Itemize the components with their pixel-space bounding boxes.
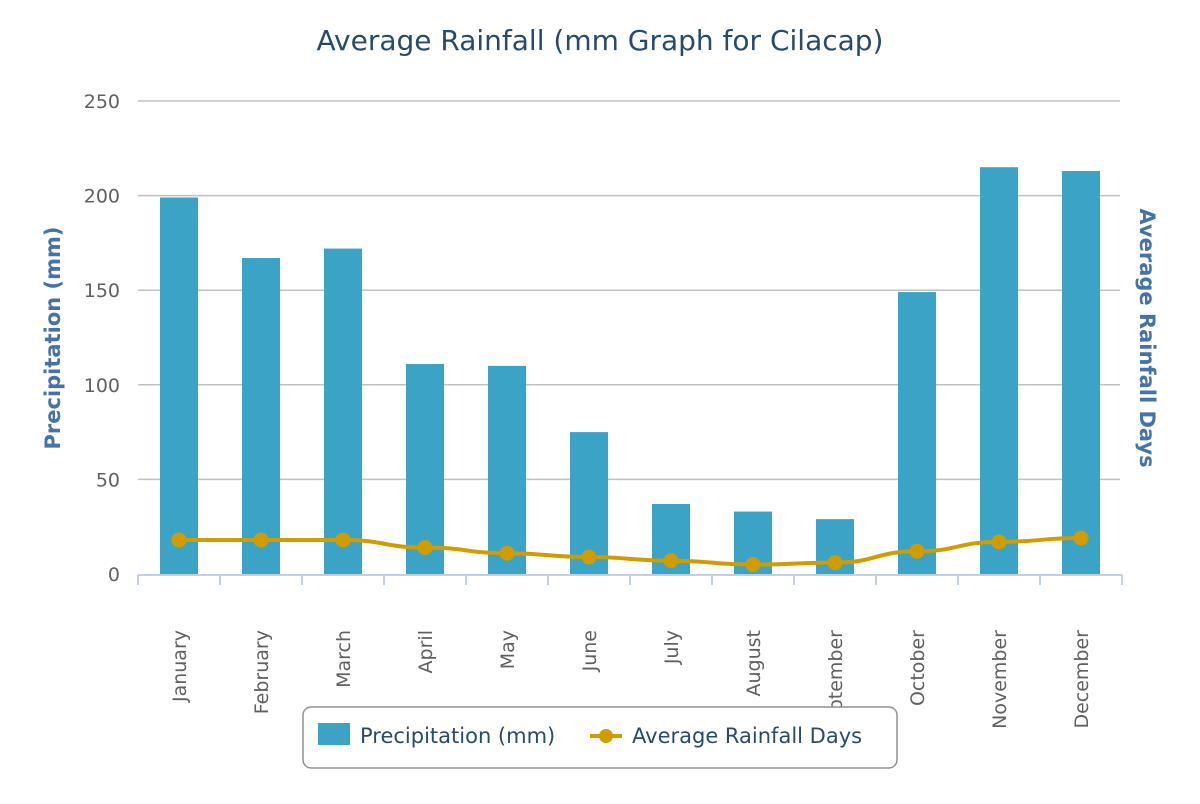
bar-february[interactable] <box>242 258 280 574</box>
x-tick-label: March <box>333 630 355 688</box>
bar-april[interactable] <box>406 363 444 574</box>
bar-january[interactable] <box>160 197 198 574</box>
rainfall-days-point-november[interactable] <box>991 534 1007 550</box>
y-tick-label: 200 <box>84 186 120 208</box>
legend-item-rainfall-days[interactable]: Average Rainfall Days <box>590 724 862 748</box>
legend-label-rainfall-days: Average Rainfall Days <box>632 724 862 748</box>
bar-december[interactable] <box>1062 171 1100 574</box>
rainfall-days-point-march[interactable] <box>335 532 351 548</box>
legend: Precipitation (mm) Average Rainfall Days <box>302 706 898 769</box>
rainfall-days-line <box>178 536 1082 567</box>
bar-march[interactable] <box>324 248 362 575</box>
y-tick-label: 0 <box>108 564 120 586</box>
legend-swatch-precipitation <box>318 723 350 745</box>
x-tick-label: August <box>743 630 765 697</box>
x-tick-label: February <box>251 630 273 714</box>
rainfall-days-point-october[interactable] <box>909 543 925 559</box>
y-tick-label: 50 <box>96 469 120 491</box>
y-tick-label: 250 <box>84 91 120 113</box>
chart-title: Average Rainfall (mm Graph for Cilacap) <box>317 24 884 57</box>
y-tick-label: 100 <box>84 375 120 397</box>
x-tick-label: November <box>989 630 1011 729</box>
x-tick-label: October <box>907 630 929 706</box>
x-tick-label: April <box>415 630 437 673</box>
x-tick-label: July <box>661 630 683 665</box>
bar-october[interactable] <box>898 292 936 574</box>
legend-marker-rainfall-days <box>599 729 613 743</box>
rainfall-days-point-may[interactable] <box>499 545 515 561</box>
rainfall-days-point-june[interactable] <box>581 549 597 565</box>
x-tick-label: January <box>169 630 191 703</box>
bar-november[interactable] <box>980 167 1018 574</box>
rainfall-days-point-july[interactable] <box>663 553 679 569</box>
legend-label-precipitation: Precipitation (mm) <box>360 724 555 748</box>
y2-axis-title: Average Rainfall Days <box>1135 208 1159 467</box>
x-tick-label: June <box>579 630 601 672</box>
x-tick-label: May <box>497 630 519 669</box>
rainfall-days-point-april[interactable] <box>417 540 433 556</box>
legend-item-precipitation[interactable]: Precipitation (mm) <box>318 723 555 748</box>
rainfall-days-point-september[interactable] <box>827 555 843 571</box>
x-tick-label: December <box>1071 630 1093 729</box>
bar-may[interactable] <box>488 365 526 574</box>
y-axis-title: Precipitation (mm) <box>41 227 65 450</box>
y-tick-label: 150 <box>84 280 120 302</box>
rainfall-days-point-december[interactable] <box>1073 530 1089 546</box>
rainfall-days-point-february[interactable] <box>253 532 269 548</box>
rainfall-days-point-january[interactable] <box>171 532 187 548</box>
rainfall-days-point-august[interactable] <box>745 557 761 573</box>
